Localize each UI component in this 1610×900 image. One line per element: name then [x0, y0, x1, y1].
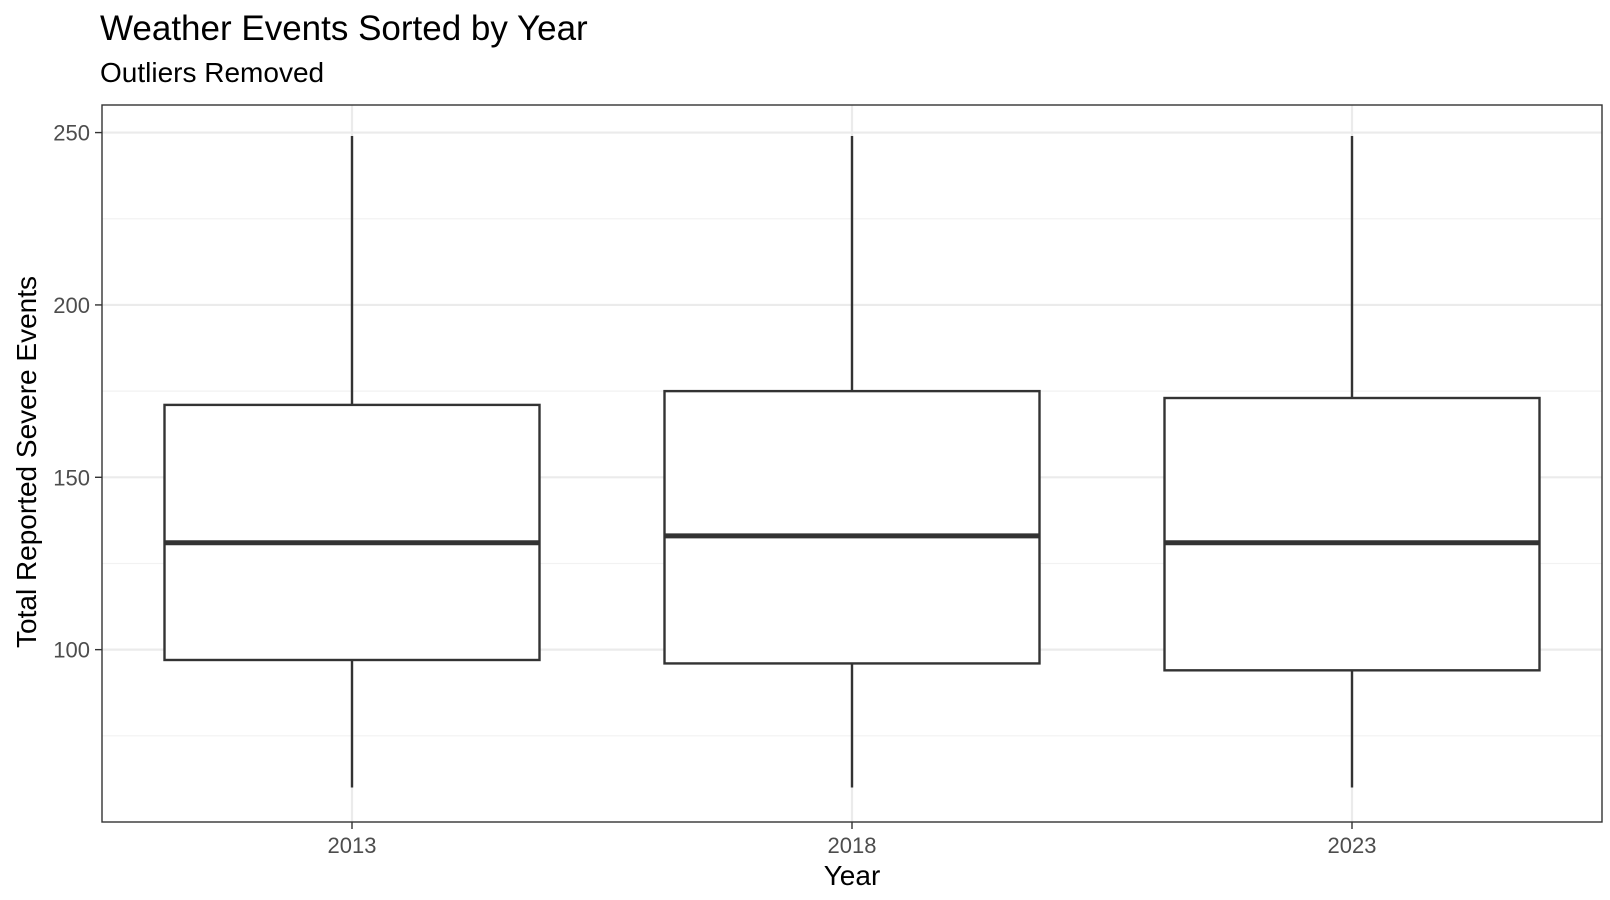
chart-title: Weather Events Sorted by Year	[100, 9, 588, 48]
x-tick-label: 2023	[1328, 833, 1377, 858]
x-tick-label: 2013	[328, 833, 377, 858]
box-rect	[1163, 396, 1541, 672]
box-2013	[163, 136, 541, 788]
y-tick-label: 150	[53, 465, 90, 490]
y-tick-label: 100	[53, 638, 90, 663]
box-rect	[163, 403, 541, 662]
x-axis-title: Year	[824, 860, 881, 891]
chart-subtitle: Outliers Removed	[100, 57, 324, 88]
box-layer	[163, 136, 1541, 788]
box-2018	[663, 136, 1041, 788]
y-tick-label: 200	[53, 293, 90, 318]
box-rect	[663, 389, 1041, 665]
x-tick-label: 2018	[828, 833, 877, 858]
axis-layer: 100 150 200 250 2013 2018 2023	[53, 104, 1603, 858]
y-tick-label: 250	[53, 121, 90, 146]
box-2023	[1163, 136, 1541, 788]
y-axis-title: Total Reported Severe Events	[11, 276, 42, 648]
